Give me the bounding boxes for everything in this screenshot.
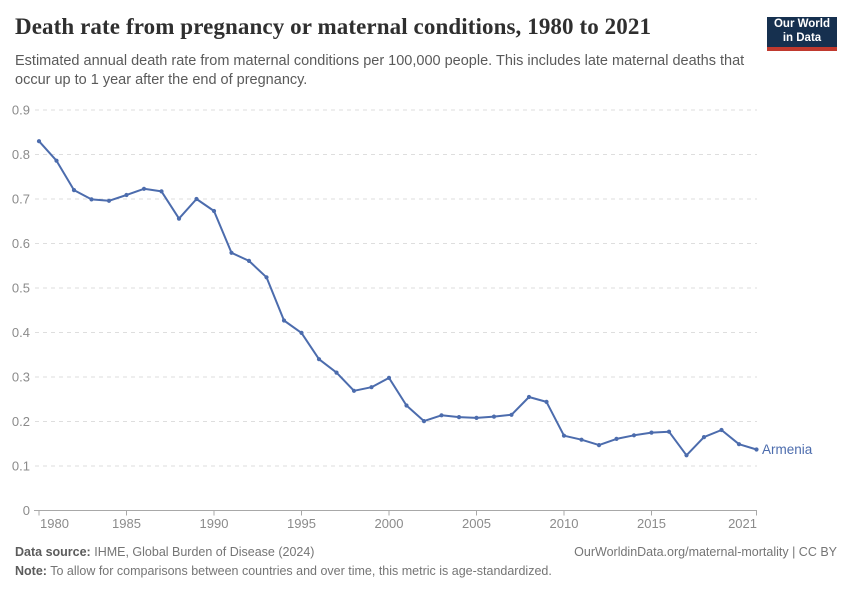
x-axis-label: 1990 [200, 516, 229, 531]
logo-line1: Our World [773, 18, 830, 31]
y-axis-label: 0.6 [12, 236, 30, 251]
data-point[interactable] [71, 188, 77, 193]
data-point[interactable] [89, 197, 94, 202]
y-axis-label: 0.5 [12, 281, 30, 296]
data-point[interactable] [474, 415, 479, 420]
y-axis-label: 0.8 [12, 147, 30, 162]
note-text: To allow for comparisons between countri… [50, 564, 552, 578]
y-axis-label: 0.9 [12, 103, 30, 118]
x-axis-label: 2000 [375, 516, 404, 531]
y-axis-label: 0 [23, 503, 30, 518]
data-point[interactable] [351, 388, 357, 393]
x-axis-label: 1980 [40, 516, 69, 531]
data-point[interactable] [509, 412, 514, 417]
y-axis-label: 0.4 [12, 325, 30, 340]
logo-line2: in Data [782, 32, 822, 44]
data-point[interactable] [684, 453, 689, 458]
data-point[interactable] [124, 192, 129, 198]
y-axis-label: 0.7 [12, 192, 30, 207]
data-point[interactable] [579, 437, 584, 442]
credit-link[interactable]: OurWorldinData.org/maternal-mortality | … [574, 545, 837, 559]
data-point[interactable] [526, 394, 532, 400]
y-axis-label: 0.3 [12, 370, 30, 385]
data-point[interactable] [456, 415, 462, 420]
data-point[interactable] [544, 399, 549, 404]
data-point[interactable] [386, 375, 392, 380]
data-point[interactable] [334, 370, 339, 375]
data-point[interactable] [141, 186, 147, 191]
series-label: Armenia [762, 442, 813, 457]
data-line[interactable] [38, 140, 758, 457]
data-point[interactable] [211, 208, 217, 214]
chart-footer: Data source: IHME, Global Burden of Dise… [15, 543, 837, 581]
data-point[interactable] [106, 198, 112, 203]
data-point[interactable] [754, 447, 759, 452]
data-point[interactable] [246, 258, 252, 263]
data-point[interactable] [719, 427, 724, 433]
data-point[interactable] [404, 403, 409, 408]
data-point[interactable] [194, 196, 199, 202]
data-point[interactable] [281, 318, 287, 323]
x-axis-label: 2015 [637, 516, 666, 531]
data-point[interactable] [159, 189, 164, 194]
data-point[interactable] [229, 250, 234, 255]
data-point[interactable] [299, 330, 304, 335]
data-source-label: Data source: [15, 545, 91, 559]
data-source: Data source: IHME, Global Burden of Dise… [15, 543, 314, 562]
data-point[interactable] [561, 433, 567, 438]
data-point[interactable] [176, 216, 182, 221]
data-point[interactable] [54, 158, 59, 163]
x-axis-label: 1995 [287, 516, 316, 531]
x-axis-label: 2005 [462, 516, 491, 531]
page-title: Death rate from pregnancy or maternal co… [15, 14, 652, 39]
data-point[interactable] [439, 413, 444, 418]
data-point[interactable] [491, 414, 497, 419]
y-axis-label: 0.2 [12, 414, 30, 429]
note-label: Note: [15, 564, 47, 578]
owid-logo[interactable]: Our World in Data [767, 17, 837, 51]
x-axis-label: 2010 [550, 516, 579, 531]
x-axis-label: 1985 [112, 516, 141, 531]
data-point[interactable] [316, 357, 322, 362]
data-point[interactable] [264, 275, 269, 280]
footer-row-source: Data source: IHME, Global Burden of Dise… [15, 543, 837, 562]
data-point[interactable] [614, 436, 619, 441]
footer-row-note: Note: To allow for comparisons between c… [15, 562, 837, 581]
chart-subtitle: Estimated annual death rate from materna… [15, 53, 745, 88]
data-point[interactable] [631, 433, 637, 438]
data-point[interactable] [596, 443, 602, 448]
data-point[interactable] [701, 435, 707, 440]
data-point[interactable] [369, 385, 374, 390]
data-point[interactable] [36, 139, 42, 144]
x-axis-label: 2021 [728, 516, 757, 531]
data-point[interactable] [649, 430, 654, 435]
data-point[interactable] [421, 419, 427, 424]
chart-canvas[interactable]: 0 0.1 0.2 0.3 0.4 0.5 0.6 0.7 0.8 0.9 1980 1985 1990… [0, 95, 850, 540]
data-point[interactable] [736, 442, 742, 447]
line-chart[interactable]: 0 0.1 0.2 0.3 0.4 0.5 0.6 0.7 0.8 0.9 1980 1985 1990… [0, 95, 850, 540]
data-source-text: IHME, Global Burden of Disease (2024) [94, 545, 315, 559]
y-axis-label: 0.1 [12, 459, 30, 474]
data-point[interactable] [666, 429, 672, 434]
